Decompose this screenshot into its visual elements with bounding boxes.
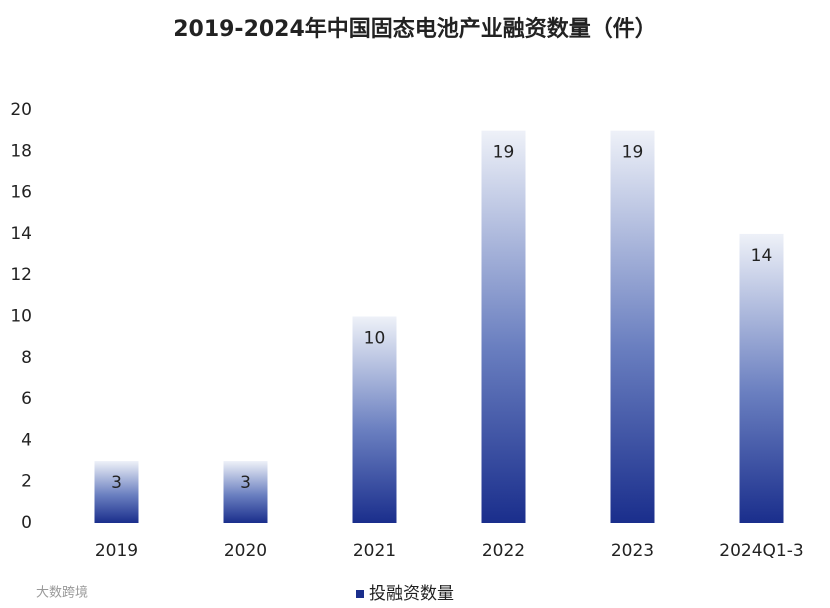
bar — [481, 130, 526, 523]
value-label: 3 — [111, 473, 122, 493]
bar — [610, 130, 655, 523]
y-tick-label: 20 — [10, 100, 32, 120]
legend-swatch — [356, 590, 364, 598]
watermark: 大数跨境 — [36, 586, 88, 601]
value-label: 19 — [622, 143, 644, 163]
value-label: 14 — [751, 246, 773, 266]
y-tick-label: 18 — [10, 141, 32, 161]
bar — [739, 233, 784, 523]
y-tick-label: 6 — [21, 389, 32, 409]
bar — [352, 316, 397, 523]
y-tick-label: 8 — [21, 348, 32, 368]
x-tick-label: 2024Q1-3 — [719, 541, 803, 561]
chart-title: 2019-2024年中国固态电池产业融资数量（件） — [173, 16, 657, 42]
x-tick-label: 2023 — [611, 541, 654, 561]
value-label: 3 — [240, 473, 251, 493]
y-tick-label: 16 — [10, 183, 32, 203]
value-label: 19 — [493, 143, 515, 163]
y-tick-label: 4 — [21, 430, 32, 450]
y-tick-label: 2 — [21, 472, 32, 492]
x-tick-label: 2021 — [353, 541, 396, 561]
x-tick-label: 2019 — [95, 541, 138, 561]
x-tick-label: 2022 — [482, 541, 525, 561]
legend-label: 投融资数量 — [369, 584, 454, 604]
x-tick-label: 2020 — [224, 541, 267, 561]
y-tick-label: 0 — [21, 513, 32, 533]
y-tick-label: 10 — [10, 307, 32, 327]
y-tick-label: 14 — [10, 224, 32, 244]
bar — [94, 461, 139, 523]
value-label: 10 — [364, 329, 386, 349]
bar — [223, 461, 268, 523]
y-tick-label: 12 — [10, 265, 32, 285]
